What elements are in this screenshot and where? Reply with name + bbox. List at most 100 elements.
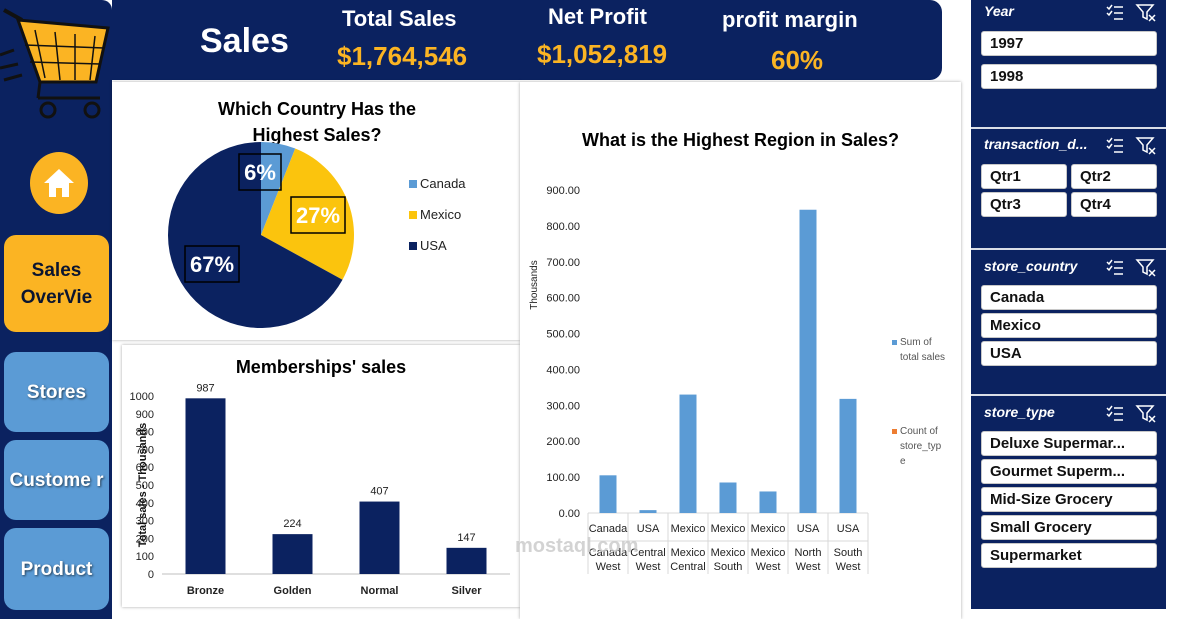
region-sales-panel: What is the Highest Region in Sales? 0.0… (520, 82, 961, 619)
x-tick-inner-label: West (756, 561, 781, 573)
nav-sales-overview-button[interactable]: Sales OverVie (4, 235, 109, 332)
kpi-profit-margin-value: 60% (771, 45, 824, 75)
slicer-item-usa[interactable]: USA (981, 341, 1157, 366)
bar-region (759, 491, 777, 513)
x-tick-label: Silver (452, 585, 483, 597)
x-tick-inner-label: South (714, 561, 743, 573)
legend-label: Count of store_typ e (900, 426, 942, 467)
country-slicer-title: store_country (984, 258, 1078, 274)
slicer-item-qtr1[interactable]: Qtr1 (981, 164, 1067, 189)
y-tick-label: 500.00 (546, 329, 580, 341)
clear-filter-icon[interactable] (1135, 137, 1156, 155)
slicer-item-mid-size-grocery[interactable]: Mid-Size Grocery (981, 487, 1157, 512)
legend-label: Mexico (420, 207, 461, 222)
slicer-item-mexico[interactable]: Mexico (981, 313, 1157, 338)
y-tick-label: 600 (136, 462, 154, 474)
slicer-divider (971, 127, 1166, 129)
pie-data-label: 67% (190, 252, 234, 277)
kpi-total-sales-label: Total Sales (342, 6, 457, 31)
kpi-net-profit-value: $1,052,819 (537, 39, 668, 69)
bar-silver (446, 547, 487, 574)
y-tick-label: 100.00 (546, 472, 580, 484)
y-tick-label: 700 (136, 444, 154, 456)
home-icon (44, 169, 74, 197)
nav-product-button[interactable]: Product (4, 528, 109, 610)
slicer-item-qtr2[interactable]: Qtr2 (1071, 164, 1157, 189)
x-tick-inner-label: North (795, 547, 822, 559)
bar-region (679, 394, 697, 513)
y-tick-label: 200 (136, 533, 154, 545)
x-tick-outer-label: Mexico (751, 523, 786, 535)
pie-label-box (184, 245, 240, 283)
pie-chart-title: Which Country Has the Highest Sales? (217, 99, 416, 145)
y-tick-label: 1000 (130, 391, 154, 403)
year-slicer-title: Year (984, 3, 1014, 19)
y-tick-label: 100 (136, 551, 154, 563)
slicer-item-gourmet-supermarket[interactable]: Gourmet Superm... (981, 459, 1157, 484)
x-tick-outer-label: USA (637, 523, 660, 535)
x-tick-outer-label: USA (837, 523, 860, 535)
slicer-item-1998[interactable]: 1998 (981, 64, 1157, 89)
membership-sales-panel: Memberships' sales 0 100 200 300 400 500 600 70… (122, 345, 520, 607)
home-button[interactable] (30, 152, 88, 214)
legend-label: Canada (420, 176, 466, 191)
country-sales-pie-panel: Which Country Has the Highest Sales? 6% 2… (112, 82, 520, 340)
x-tick-inner-label: Canada (589, 547, 628, 559)
clear-filter-icon[interactable] (1135, 4, 1156, 22)
slicer-item-supermarket[interactable]: Supermarket (981, 543, 1157, 568)
region-chart-title: What is the Highest Region in Sales? (581, 130, 900, 150)
multi-select-icon[interactable] (1106, 405, 1123, 421)
multi-select-icon[interactable] (1106, 4, 1123, 20)
bar-data-label: 987 (196, 382, 214, 394)
clear-filter-icon[interactable] (1135, 259, 1156, 277)
y-tick-label: 600.00 (546, 293, 580, 305)
slicer-divider (971, 394, 1166, 396)
y-tick-label: 700.00 (546, 257, 580, 269)
x-tick-outer-label: USA (797, 523, 820, 535)
legend-swatch (892, 429, 897, 434)
slicer-item-deluxe-supermarket[interactable]: Deluxe Supermar... (981, 431, 1157, 456)
legend-label: USA (420, 238, 447, 253)
slicer-item-qtr4[interactable]: Qtr4 (1071, 192, 1157, 217)
shopping-cart-logo (0, 8, 110, 119)
y-tick-label: 300 (136, 516, 154, 528)
slicer-item-canada[interactable]: Canada (981, 285, 1157, 310)
nav-stores-label: Stores (26, 381, 87, 403)
multi-select-icon[interactable] (1106, 137, 1123, 153)
kpi-profit-margin-label: profit margin (722, 7, 858, 32)
pie-data-label: 6% (244, 160, 276, 185)
y-tick-label: 400 (136, 498, 154, 510)
pie-chart: 6% 27% 67% Canada Mexico USA (168, 142, 466, 328)
nav-stores-button[interactable]: Stores (4, 352, 109, 432)
y-tick-label: 800 (136, 427, 154, 439)
bar-region (839, 398, 857, 513)
pie-label-box (238, 153, 282, 191)
nav-customer-button[interactable]: Custome r (4, 440, 109, 520)
slicer-item-small-grocery[interactable]: Small Grocery (981, 515, 1157, 540)
nav-customer-label: Custome r (9, 469, 104, 491)
bar-data-label: 147 (457, 532, 475, 544)
multi-select-icon[interactable] (1106, 259, 1123, 275)
slicer-item-1997[interactable]: 1997 (981, 31, 1157, 56)
slicer-item-qtr3[interactable]: Qtr3 (981, 192, 1067, 217)
nav-sales-overview-label: Sales OverVie (20, 259, 93, 308)
legend-swatch (409, 211, 417, 219)
y-tick-label: 0.00 (559, 508, 580, 520)
x-tick-inner-label: West (796, 561, 821, 573)
slicer-divider (971, 248, 1166, 250)
pie-data-label: 27% (296, 203, 340, 228)
country-slicer-controls (1105, 257, 1157, 277)
legend-swatch (409, 242, 417, 250)
bar-region (599, 475, 617, 513)
x-tick-inner-label: West (836, 561, 861, 573)
bar-region (639, 510, 657, 513)
clear-filter-icon[interactable] (1135, 405, 1156, 423)
pie-label-box (290, 196, 346, 234)
legend-swatch (892, 340, 897, 345)
y-tick-label: 900 (136, 409, 154, 421)
y-tick-label: 900.00 (546, 185, 580, 197)
x-tick-outer-label: Mexico (671, 523, 706, 535)
nav-product-label: Product (20, 558, 93, 580)
bar-golden (272, 534, 313, 574)
y-axis-label: Total sales - Thousands (137, 423, 149, 548)
